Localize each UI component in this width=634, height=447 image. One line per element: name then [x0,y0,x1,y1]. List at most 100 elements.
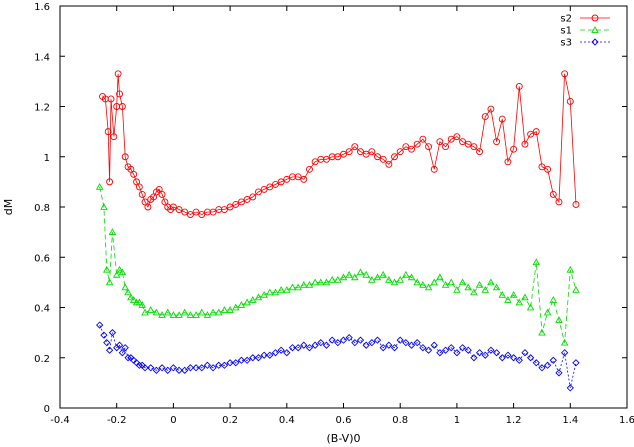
y-tick-label: 1.4 [34,52,50,63]
data-point-s3 [105,346,114,354]
data-point-s1 [121,283,129,291]
data-point-s3 [203,361,212,369]
data-point-s1 [345,270,353,278]
data-point-s2 [104,128,112,136]
data-point-s2 [161,198,169,206]
data-point-s3 [390,344,399,352]
data-point-s2 [487,105,495,113]
x-tick-label: 1 [454,415,460,426]
data-point-s3 [385,341,393,349]
data-point-s3 [186,364,195,372]
data-point-s2 [192,208,200,216]
data-point-s2 [408,145,415,153]
data-point-s3 [113,344,121,352]
data-point-s3 [141,364,149,372]
data-point-s3 [283,349,291,357]
data-point-s3 [237,356,246,364]
data-point-s3 [538,364,546,372]
data-point-s2 [118,103,126,110]
data-point-s1 [396,275,404,283]
data-point-s2 [453,133,461,141]
data-point-s2 [130,170,138,178]
data-point-s2 [464,140,472,148]
data-point-s2 [470,143,478,151]
legend-label: s2 [560,14,572,25]
data-point-s2 [155,185,163,193]
data-point-s1 [447,278,455,286]
legend-label: s1 [560,26,572,37]
data-point-s1 [487,278,495,286]
data-point-s1 [127,293,135,301]
data-point-s2 [158,190,166,198]
data-point-s2 [425,143,432,151]
data-point-s2 [306,165,313,173]
data-point-s1 [368,275,376,283]
data-point-s2 [555,198,563,206]
data-point-s3 [164,366,172,374]
data-point-s3 [453,349,461,357]
data-point-s3 [334,339,342,347]
data-point-s1 [283,285,291,293]
data-point-s1 [328,275,336,283]
data-point-s3 [396,336,404,344]
data-point-s2 [107,95,115,103]
data-point-s1 [526,303,535,311]
data-point-s3 [419,344,427,352]
data-point-s1 [226,306,234,313]
data-point-s3 [135,361,144,369]
data-point-s2 [150,193,158,201]
data-point-s2 [106,178,114,186]
data-point-s2 [368,148,376,156]
data-point-s2 [476,148,484,156]
data-point-s2 [515,82,523,90]
data-point-s2 [266,183,274,191]
data-point-s1 [100,203,108,210]
data-point-s2 [561,70,569,78]
y-tick-label: 0.2 [34,354,50,365]
data-point-s3 [115,341,124,349]
data-point-s3 [345,334,353,342]
data-point-s3 [430,341,438,349]
data-point-s2 [357,148,364,156]
data-point-s2 [566,98,574,105]
data-point-s3 [249,354,257,362]
data-point-s1 [339,273,348,281]
legend-entry-s3: s3 [560,38,610,49]
legend-label: s3 [560,38,572,49]
data-point-s3 [532,359,540,367]
data-point-s2 [311,158,319,166]
y-tick-label: 0 [44,404,50,415]
data-point-s1 [351,273,359,281]
data-point-s2 [510,145,518,153]
data-point-s1 [105,278,114,286]
data-point-s2 [237,198,245,206]
data-point-s3 [288,344,297,352]
data-point-s1 [152,308,161,316]
data-point-s1 [220,306,229,313]
y-tick-label: 0.4 [34,304,50,315]
data-point-s2 [419,135,427,143]
data-point-s3 [260,351,268,359]
data-point-s3 [549,356,557,364]
data-point-s1 [521,293,529,301]
data-point-s2 [141,198,149,206]
data-point-s2 [430,165,438,173]
data-point-s1 [475,280,484,288]
data-point-s1 [158,311,166,318]
data-point-s2 [260,185,268,193]
x-tick-label: 1.6 [619,415,634,426]
data-point-s1 [129,296,138,303]
data-point-s2 [334,153,342,161]
data-point-s1 [555,316,563,323]
data-point-s3 [175,366,183,374]
legend-entry-s2: s2 [560,14,610,25]
data-point-s3 [124,354,132,362]
data-point-s3 [368,339,376,347]
data-point-s2 [436,138,444,146]
data-point-s3 [504,351,512,359]
data-point-s1 [175,311,183,318]
data-point-s3 [192,364,200,372]
data-point-s1 [470,288,478,296]
data-point-s1 [277,285,285,293]
data-point-s2 [351,143,359,151]
